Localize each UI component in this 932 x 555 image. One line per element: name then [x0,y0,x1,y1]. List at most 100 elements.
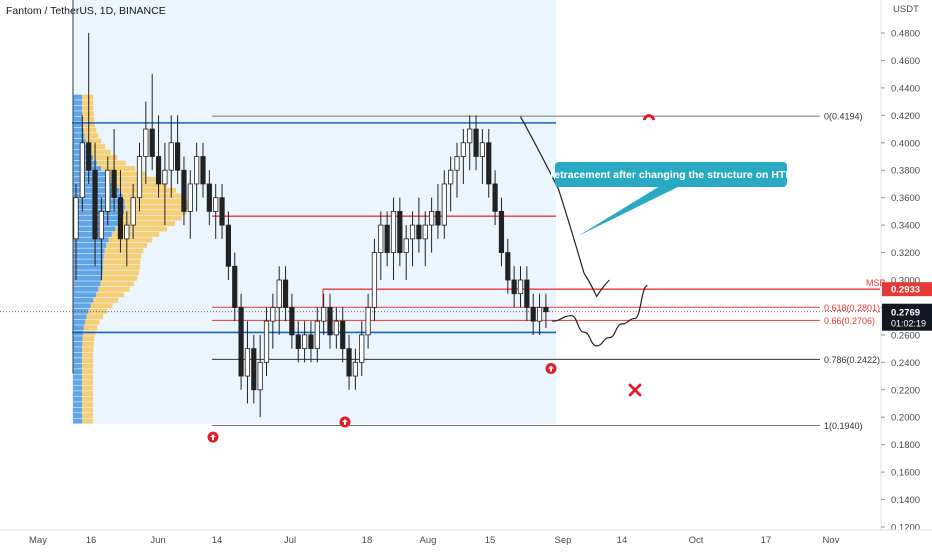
candle-body [174,142,181,171]
volume-profile-up-bar [73,369,83,375]
volume-profile-up-bar [73,292,96,298]
volume-profile-up-bar [73,281,101,287]
price-axis-panel [881,0,932,550]
candle-body [130,197,136,226]
candle-body [238,307,244,377]
volume-profile-up-bar [73,363,83,369]
candle-body [73,197,79,240]
volume-profile-down-bar [82,105,94,111]
candle-body [143,128,149,157]
volume-profile-down-bar [82,341,94,347]
volume-profile-up-bar [73,127,84,133]
volume-profile-down-bar [82,111,94,117]
volume-profile-down-bar [82,413,93,418]
fib-level-label: 0(0.4194) [824,112,863,122]
volume-profile-down-bar [124,204,189,210]
candle-body [117,197,124,240]
candle-body [181,169,187,212]
candle-body [314,320,320,350]
volume-profile-up-bar [73,325,84,331]
candle-body [359,334,365,363]
volume-profile-up-bar [73,105,83,111]
volume-profile-down-bar [86,314,103,320]
time-tick-label: 14 [617,535,628,546]
volume-profile-up-bar [73,199,125,204]
candle-body [289,307,295,336]
volume-profile-down-bar [103,253,142,259]
volume-profile-down-bar [84,319,100,325]
candle-body [467,128,473,144]
last-price-label: 0.2769 [891,308,920,319]
candle-body [282,279,289,308]
candle-body [92,169,98,240]
fib-level-label: 0.66(0.2706) [824,316,875,326]
time-tick-label: Aug [420,535,437,546]
volume-profile-down-bar [82,396,94,402]
volume-profile-down-bar [118,220,175,226]
volume-profile-down-bar [82,407,93,413]
candle-body [448,169,454,185]
volume-profile-up-bar [73,308,89,314]
volume-profile-down-bar [82,402,94,408]
callout-box[interactable]: retracement after changing the structure… [550,162,792,187]
price-tick-label: 0.2400 [891,358,920,369]
time-tick-label: 16 [86,535,97,546]
callout-pointer [578,186,680,236]
volume-profile-down-bar [85,138,102,144]
buy-signal-icon-glyph [342,419,348,426]
candle-body [327,307,333,336]
price-tick-label: 0.4600 [891,56,920,67]
time-tick-label: 14 [212,535,223,546]
candle-body [435,210,441,226]
volume-profile-down-bar [82,94,94,100]
candle-body [124,224,130,240]
volume-profile-down-bar [82,363,94,369]
candle-body [200,156,206,185]
volume-profile-up-bar [73,358,83,364]
candle-body [409,224,416,240]
msb-label: MSB [866,278,886,288]
volume-profile-up-bar [73,133,85,139]
volume-profile-down-bar [101,275,138,281]
volume-profile-up-bar [73,380,83,386]
resistance-signal-icon [643,114,655,121]
volume-profile-down-bar [84,133,99,139]
volume-profile-down-bar [88,308,108,314]
candle-body [416,224,422,240]
candle-body [511,279,517,295]
time-tick-label: 15 [485,535,496,546]
volume-profile-down-bar [103,264,140,270]
volume-profile-down-bar [82,374,94,380]
volume-profile-up-bar [73,407,82,413]
volume-profile-up-bar [73,418,82,424]
volume-profile-down-bar [124,199,188,204]
candle-body [162,169,168,185]
candle-body [365,307,371,336]
candles-layer [73,33,549,418]
volume-profile-up-bar [73,171,106,177]
volume-profile-up-bar [73,177,111,182]
volume-profile-down-bar [90,303,113,309]
candle-body [517,279,524,295]
candle-body [536,307,543,322]
volume-profile-down-bar [100,281,134,287]
volume-profile-down-bar [82,347,94,353]
time-tick-label: Oct [689,535,704,546]
msb-price-label: 0.2933 [891,285,920,296]
arrow-curve [519,116,610,298]
volume-profile-down-bar [122,193,184,199]
candle-body [86,142,92,171]
candle-body [340,320,346,350]
candle-body [403,238,409,253]
volume-profile-down-bar [110,177,157,182]
candle-body [244,348,251,377]
price-tick-label: 0.4200 [891,111,920,122]
drawings-layer [207,114,680,443]
price-tick-label: 0.3400 [891,221,920,232]
volume-profile-up-bar [73,396,83,402]
price-tick-label: 0.4800 [891,29,920,40]
callout-text: retracement after changing the structure… [550,169,792,181]
invalidation-x-icon [628,383,642,397]
